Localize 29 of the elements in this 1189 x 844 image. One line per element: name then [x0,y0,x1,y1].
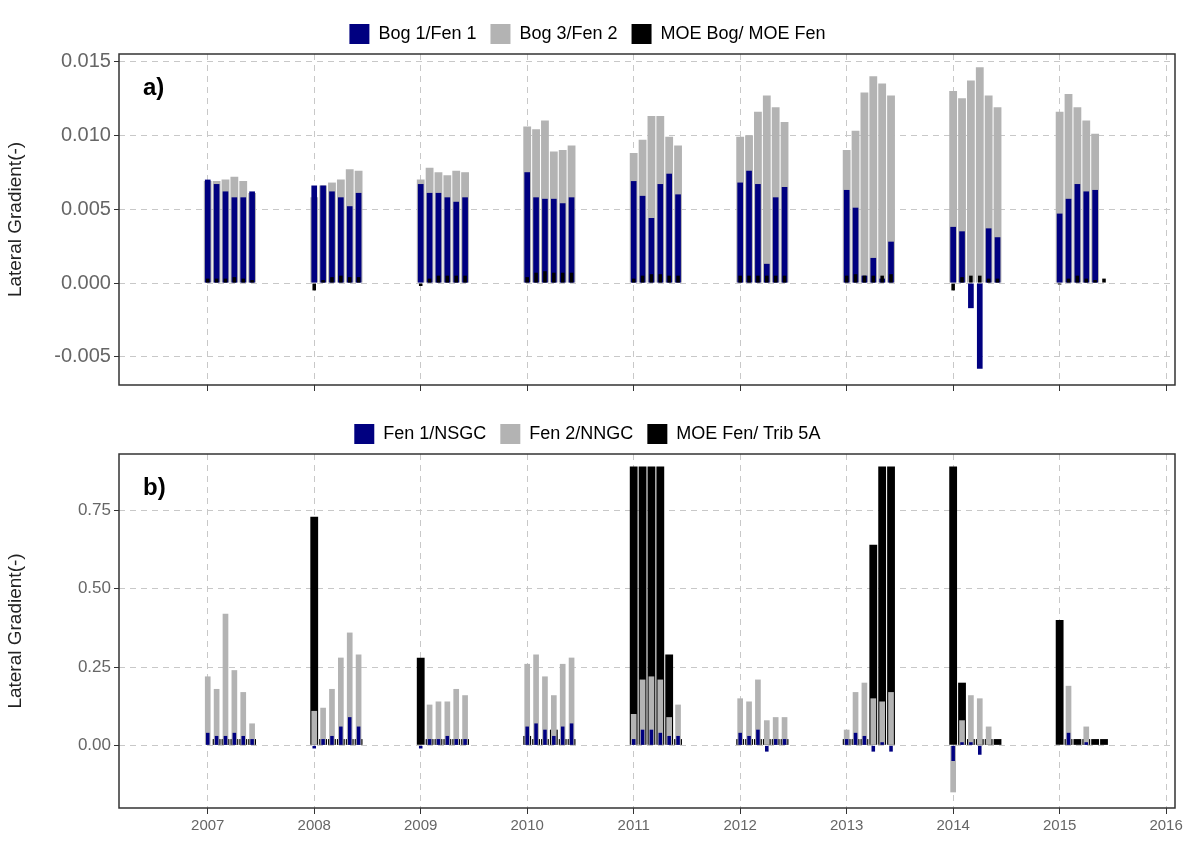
y-tick-label: 0.75 [77,500,111,520]
x-tick-label: 2014 [936,816,970,834]
x-tick-label: 2010 [510,816,544,834]
legend-label: MOE Bog/ MOE Fen [660,22,826,43]
x-tick-label: 2013 [829,816,864,834]
x-tick-label: 2016 [1149,816,1183,834]
x-tick-label: 2008 [297,816,331,834]
x-tick-label: 2011 [617,816,650,834]
y-tick-label: 0.005 [60,196,111,219]
y-axis-title: Lateral Gradient(-) [3,553,25,709]
x-tick-label: 2015 [1042,816,1077,834]
y-tick-label: 0.010 [60,122,111,145]
legend-label: Bog 3/Fen 2 [519,22,618,43]
y-axis-title: Lateral Gradient(-) [3,141,25,298]
x-tick-label: 2012 [723,816,757,834]
annotation: a) [143,72,165,100]
y-tick-label: -0.005 [54,344,111,367]
legend-label: MOE Fen/ Trib 5A [676,422,821,443]
annotation: b) [143,472,166,500]
x-tick-label: 2009 [404,816,438,834]
y-tick-label: 0.000 [60,270,111,293]
x-tick-label: 2007 [191,816,225,834]
legend-label: Fen 1/NSGC [383,422,487,443]
legend-label: Bog 1/Fen 1 [378,22,477,43]
legend-label: Fen 2/NNGC [529,422,634,443]
y-tick-label: 0.25 [77,656,111,676]
y-tick-label: 0.00 [77,735,111,755]
y-tick-label: 0.50 [77,578,111,598]
y-tick-label: 0.015 [60,48,111,71]
